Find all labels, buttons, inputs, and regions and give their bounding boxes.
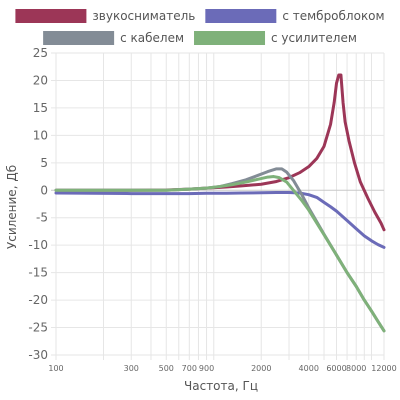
y-axis-label: Усиление, Дб (5, 165, 19, 249)
legend-swatch-1 (205, 9, 277, 23)
y-tick-label: 25 (33, 46, 48, 60)
series-line-3 (54, 175, 386, 333)
y-tick-label: -15 (28, 266, 48, 280)
legend-swatch-3 (194, 31, 266, 45)
x-tick-label: 100 (48, 364, 63, 373)
legend-label-3: с усилителем (271, 31, 357, 45)
series-lines (54, 73, 386, 333)
y-tick-label: 0 (40, 183, 48, 197)
y-tick-label: -20 (28, 293, 48, 307)
y-tick-label: 5 (40, 156, 48, 170)
x-tick-label: 12000 (371, 364, 396, 373)
x-tick-label: 700 (182, 364, 197, 373)
y-tick-labels: -30 -25 -20 -15 -10 -5 0 5 10 15 20 25 (28, 46, 48, 362)
legend-label-1: с темброблоком (282, 9, 384, 23)
legend-swatch-2 (43, 31, 115, 45)
x-tick-labels: 100 300 500 700 900 2000 4000 6000 8000 12000 (48, 364, 396, 373)
y-tick-label: 20 (33, 73, 48, 87)
x-tick-label: 300 (124, 364, 139, 373)
legend-swatch-0 (15, 9, 87, 23)
legend-label-2: с кабелем (120, 31, 184, 45)
x-tick-label: 4000 (299, 364, 319, 373)
series-line-1 (54, 190, 386, 249)
x-tick-label: 2000 (251, 364, 271, 373)
y-tick-label: -5 (36, 211, 48, 225)
y-tick-label: -25 (28, 321, 48, 335)
x-tick-label: 8000 (346, 364, 366, 373)
y-tick-label: -10 (28, 238, 48, 252)
y-tick-label: 15 (33, 101, 48, 115)
x-tick-label: 900 (199, 364, 214, 373)
series-line-0 (54, 73, 386, 232)
y-tick-label: 10 (33, 128, 48, 142)
x-axis-label: Частота, Гц (184, 379, 258, 393)
legend-label-0: звукосниматель (92, 9, 195, 23)
y-tick-label: -30 (28, 348, 48, 362)
x-tick-label: 6000 (326, 364, 346, 373)
x-tick-label: 500 (159, 364, 174, 373)
legend: звукосниматель с темброблоком с кабелем с у… (15, 9, 385, 45)
